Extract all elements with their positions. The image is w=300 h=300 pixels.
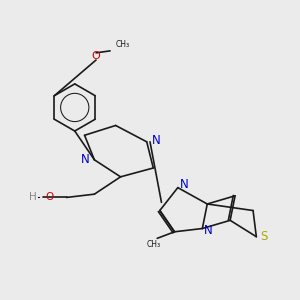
Text: N: N (204, 224, 213, 237)
Text: N: N (152, 134, 160, 147)
Text: O: O (45, 192, 54, 202)
Text: S: S (260, 230, 268, 243)
Text: N: N (81, 153, 89, 166)
Text: O: O (92, 51, 100, 61)
Text: N: N (179, 178, 188, 191)
Text: CH₃: CH₃ (146, 240, 160, 249)
Text: H: H (29, 192, 37, 202)
Text: CH₃: CH₃ (116, 40, 130, 49)
